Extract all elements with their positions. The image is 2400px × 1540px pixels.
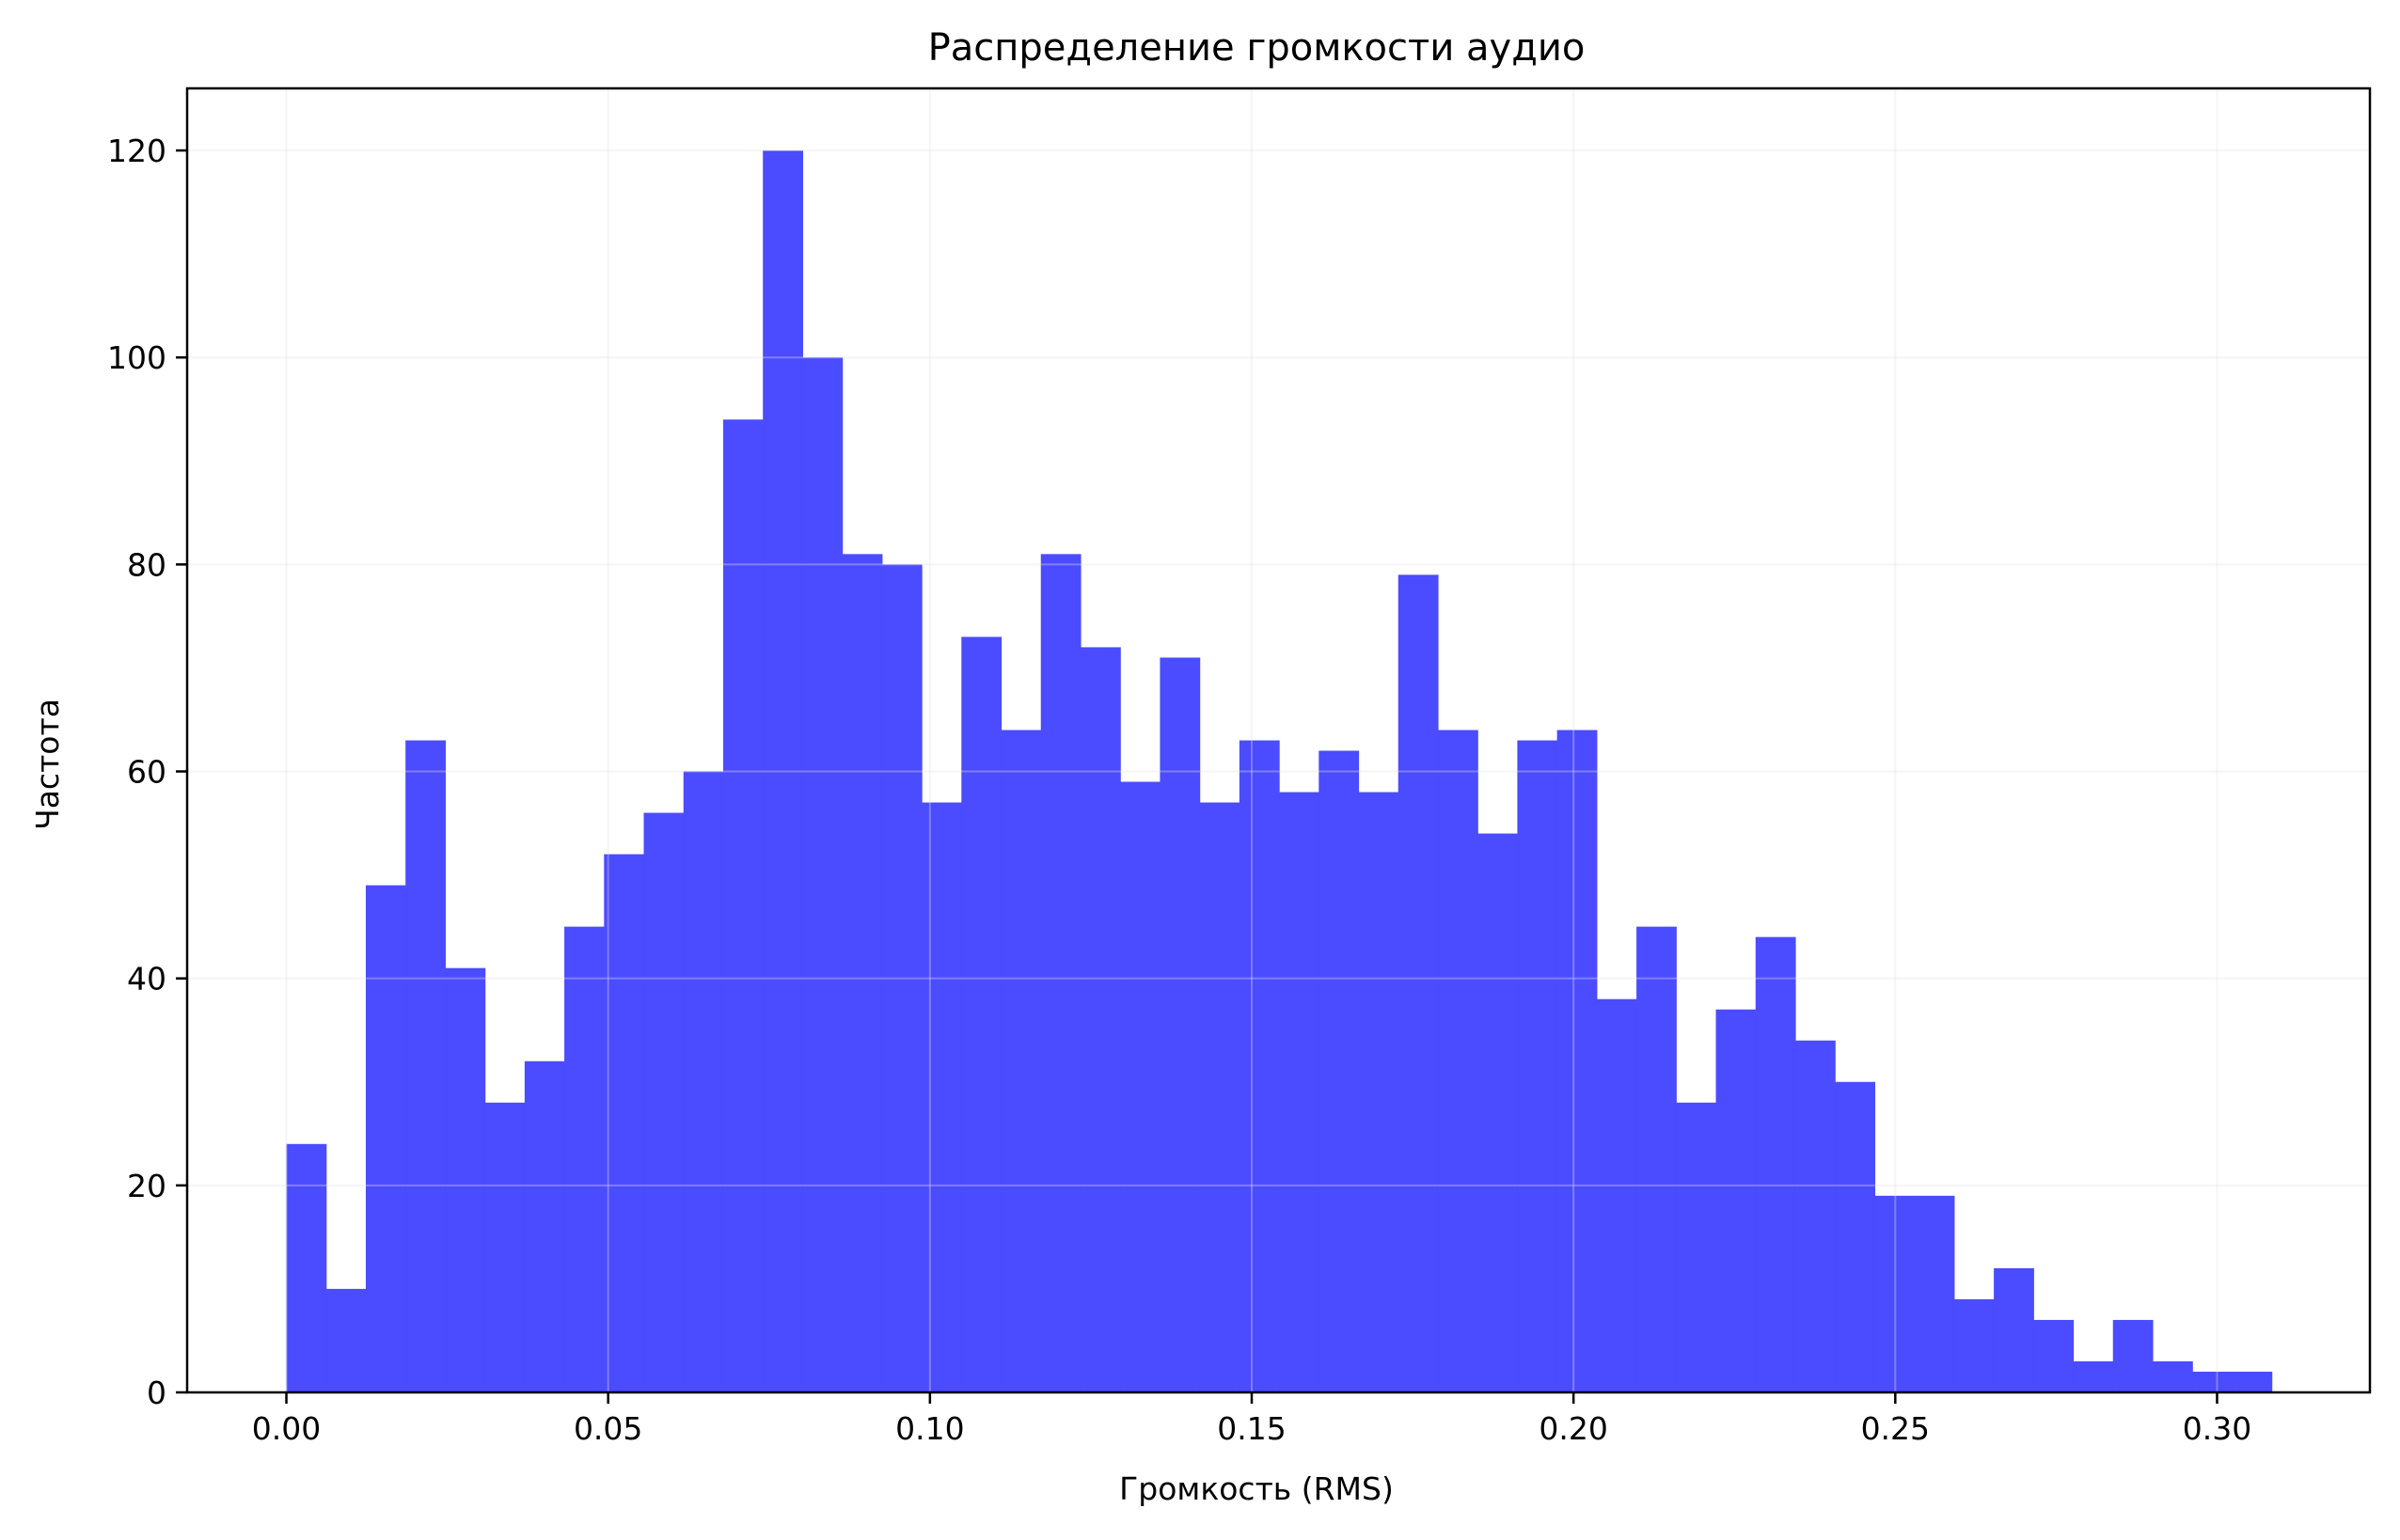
histogram-bar — [1794, 1040, 1836, 1392]
x-tick-label: 0.10 — [895, 1410, 964, 1447]
y-tick-label: 100 — [107, 339, 166, 376]
x-tick-label: 0.05 — [574, 1410, 642, 1447]
histogram-bar — [643, 812, 685, 1392]
histogram-bar — [1715, 1009, 1757, 1392]
histogram-bar — [1397, 574, 1439, 1392]
histogram-bar — [1080, 647, 1121, 1392]
x-tick-label: 0.00 — [252, 1410, 321, 1447]
histogram-bar — [2033, 1319, 2075, 1392]
histogram-bar — [802, 357, 844, 1393]
histogram-bar — [1835, 1081, 1876, 1392]
histogram-bar — [1914, 1195, 1955, 1392]
histogram-bar — [683, 771, 724, 1392]
histogram-bar — [1676, 1102, 1717, 1392]
histogram-bar — [604, 854, 645, 1392]
plot-frame — [185, 86, 2372, 1394]
histogram-bar — [1239, 740, 1280, 1392]
histogram-bar — [2152, 1360, 2193, 1392]
histogram-bar — [1120, 781, 1161, 1392]
bars-layer — [286, 150, 2273, 1393]
histogram-bar — [1556, 730, 1598, 1392]
chart-title: Распределение громкости аудио — [928, 26, 1586, 70]
histogram-bar — [1358, 792, 1399, 1392]
histogram-bar — [2192, 1371, 2234, 1392]
histogram-bar — [1279, 792, 1319, 1392]
y-tick-label: 40 — [127, 961, 166, 998]
y-tick-label: 80 — [127, 546, 166, 583]
histogram-bar — [1040, 554, 1082, 1392]
y-tick-label: 0 — [147, 1375, 166, 1411]
histogram-bar — [405, 740, 447, 1392]
histogram-bar — [1517, 740, 1558, 1392]
x-axis-label: Громкость (RMS) — [1119, 1470, 1394, 1507]
histogram-bar — [1001, 730, 1042, 1392]
histogram-bar — [524, 1061, 565, 1392]
histogram-bar — [564, 926, 605, 1392]
y-axis-label: Частота — [29, 699, 66, 830]
x-tick-label: 0.25 — [1861, 1410, 1930, 1447]
histogram-bar — [1437, 730, 1478, 1392]
histogram-bar — [365, 885, 406, 1392]
histogram-bar — [922, 802, 962, 1392]
histogram-bar — [881, 564, 923, 1392]
histogram-bar — [1318, 750, 1360, 1392]
histogram-bar — [1636, 926, 1677, 1392]
histogram-bar — [1953, 1298, 1995, 1392]
histogram-bar — [2232, 1371, 2273, 1392]
histogram-bar — [325, 1288, 367, 1392]
histogram-bar — [961, 636, 1003, 1392]
histogram-bar — [763, 150, 804, 1393]
histogram-bar — [1596, 998, 1637, 1392]
histogram-bar — [2073, 1360, 2114, 1392]
histogram-bar — [722, 419, 764, 1393]
histogram-bar — [1755, 936, 1796, 1392]
histogram-bar — [2112, 1319, 2154, 1392]
y-tick-label: 20 — [127, 1168, 166, 1204]
histogram-bar — [1160, 657, 1201, 1392]
histogram-bar — [484, 1102, 526, 1392]
histogram-bar — [286, 1143, 327, 1392]
histogram-bar — [1199, 802, 1240, 1392]
x-tick-label: 0.20 — [1539, 1410, 1607, 1447]
x-tick-label: 0.30 — [2183, 1410, 2251, 1447]
histogram-bar — [1874, 1195, 1916, 1392]
x-tick-label: 0.15 — [1217, 1410, 1286, 1447]
histogram-bar — [1994, 1267, 2034, 1392]
histogram-bar — [445, 967, 486, 1392]
y-tick-label: 60 — [127, 754, 166, 791]
histogram-bar — [842, 554, 883, 1392]
y-tick-label: 120 — [107, 133, 166, 169]
axes-layer: 0.00 0.05 0.10 0.15 0.20 0.25 0.30 0 20 40 60 80 100… — [107, 86, 2372, 1447]
histogram-bar — [1477, 833, 1519, 1392]
